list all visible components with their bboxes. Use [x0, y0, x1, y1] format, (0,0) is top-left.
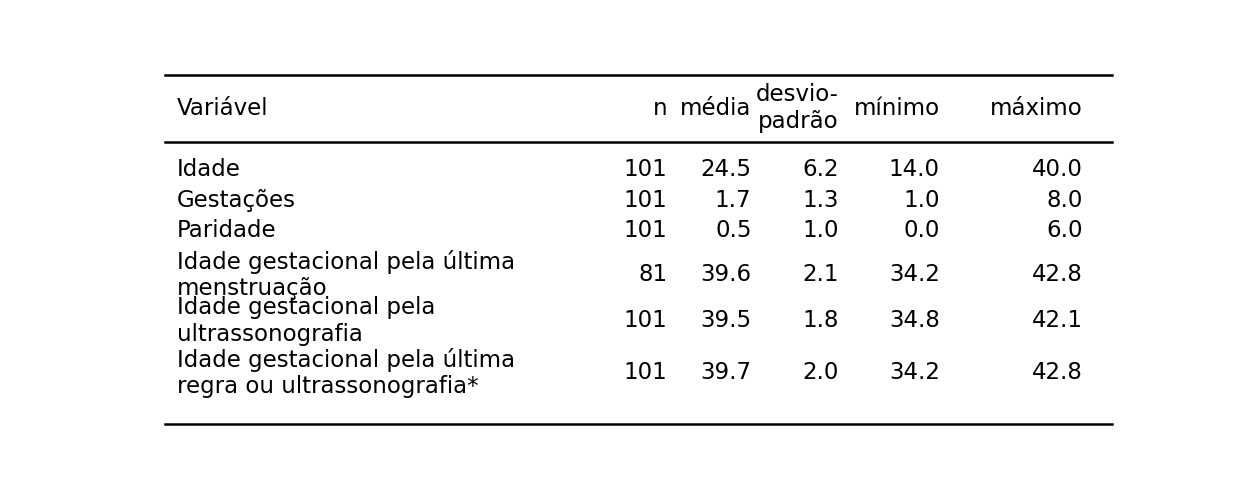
Text: n: n: [653, 97, 668, 120]
Text: 2.1: 2.1: [802, 263, 839, 287]
Text: 34.2: 34.2: [888, 263, 939, 287]
Text: 40.0: 40.0: [1032, 158, 1083, 182]
Text: Gestações: Gestações: [177, 189, 297, 212]
Text: regra ou ultrassonografia*: regra ou ultrassonografia*: [177, 375, 478, 398]
Text: 6.0: 6.0: [1047, 219, 1083, 242]
Text: Paridade: Paridade: [177, 219, 277, 242]
Text: menstruação: menstruação: [177, 277, 328, 300]
Text: 1.7: 1.7: [715, 189, 751, 212]
Text: 1.0: 1.0: [903, 189, 939, 212]
Text: 6.2: 6.2: [802, 158, 839, 182]
Text: 42.1: 42.1: [1032, 309, 1083, 333]
Text: 42.8: 42.8: [1032, 362, 1083, 384]
Text: média: média: [680, 97, 751, 120]
Text: 1.8: 1.8: [802, 309, 839, 333]
Text: 101: 101: [624, 362, 668, 384]
Text: 101: 101: [624, 309, 668, 333]
Text: 34.2: 34.2: [888, 362, 939, 384]
Text: Variável: Variável: [177, 97, 268, 120]
Text: 0.5: 0.5: [715, 219, 751, 242]
Text: 39.5: 39.5: [700, 309, 751, 333]
Text: 42.8: 42.8: [1032, 263, 1083, 287]
Text: 1.0: 1.0: [802, 219, 839, 242]
Text: 2.0: 2.0: [802, 362, 839, 384]
Text: Idade gestacional pela: Idade gestacional pela: [177, 296, 435, 319]
Text: mínimo: mínimo: [854, 97, 939, 120]
Text: 39.7: 39.7: [700, 362, 751, 384]
Text: 39.6: 39.6: [700, 263, 751, 287]
Text: desvio-: desvio-: [755, 83, 839, 106]
Text: Idade: Idade: [177, 158, 240, 182]
Text: ultrassonografia: ultrassonografia: [177, 323, 363, 346]
Text: 101: 101: [624, 219, 668, 242]
Text: 24.5: 24.5: [700, 158, 751, 182]
Text: padrão: padrão: [758, 110, 839, 133]
Text: 101: 101: [624, 189, 668, 212]
Text: 0.0: 0.0: [903, 219, 939, 242]
Text: 101: 101: [624, 158, 668, 182]
Text: máximo: máximo: [991, 97, 1083, 120]
Text: Idade gestacional pela última: Idade gestacional pela última: [177, 348, 515, 372]
Text: 34.8: 34.8: [888, 309, 939, 333]
Text: 81: 81: [638, 263, 668, 287]
Text: 8.0: 8.0: [1047, 189, 1083, 212]
Text: Idade gestacional pela última: Idade gestacional pela última: [177, 250, 515, 273]
Text: 1.3: 1.3: [802, 189, 839, 212]
Text: 14.0: 14.0: [888, 158, 939, 182]
